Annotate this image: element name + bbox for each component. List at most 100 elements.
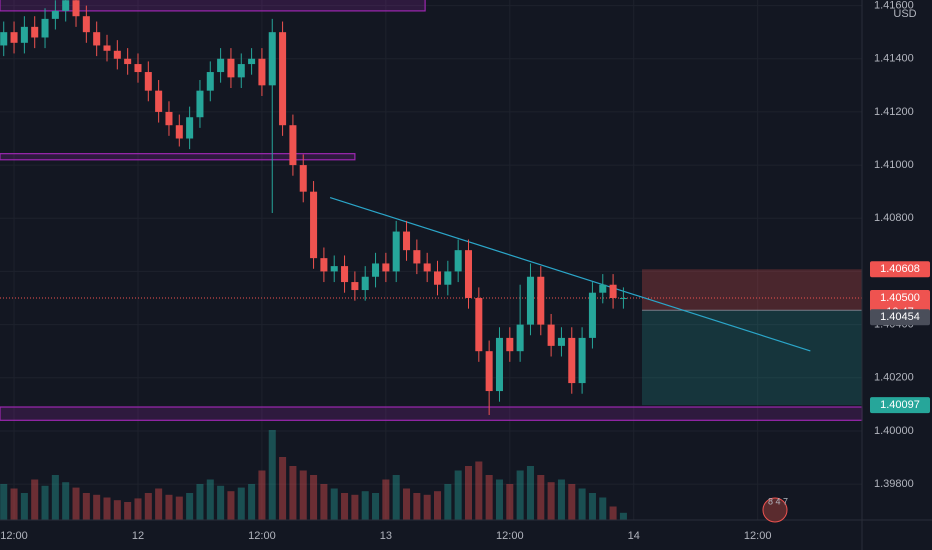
price-tag bbox=[870, 261, 930, 278]
volume-bar bbox=[444, 484, 452, 520]
candle-body bbox=[134, 64, 142, 73]
candle-body bbox=[10, 32, 18, 43]
candle-body bbox=[444, 271, 452, 285]
candle-body bbox=[382, 263, 390, 272]
candle-body bbox=[82, 16, 90, 33]
candle-body bbox=[392, 231, 400, 272]
candle-body bbox=[537, 276, 545, 325]
volume-bar bbox=[599, 497, 607, 520]
candle-body bbox=[547, 324, 555, 346]
volume bbox=[0, 430, 627, 520]
stop-zone bbox=[642, 269, 862, 311]
y-tick-label: 1.39800 bbox=[874, 478, 914, 490]
candle-body bbox=[227, 58, 235, 78]
volume-bar bbox=[485, 475, 493, 520]
volume-bar bbox=[351, 494, 359, 520]
volume-bar bbox=[217, 485, 225, 520]
price-tag bbox=[870, 397, 930, 414]
candle-body bbox=[506, 337, 514, 352]
candle-body bbox=[351, 282, 359, 291]
candle-body bbox=[310, 191, 318, 259]
x-tick-label: 12:00 bbox=[496, 530, 524, 542]
volume-bar bbox=[227, 491, 235, 520]
volume-bar bbox=[547, 482, 555, 520]
volume-bar bbox=[31, 479, 39, 520]
volume-bar bbox=[382, 479, 390, 520]
x-tick-label: 12:00 bbox=[0, 530, 28, 542]
candle-body bbox=[206, 72, 214, 91]
volume-bar bbox=[423, 494, 431, 520]
volume-bar bbox=[299, 470, 307, 520]
volume-bar bbox=[248, 484, 256, 520]
volume-bar bbox=[588, 493, 596, 520]
volume-bar bbox=[526, 466, 534, 520]
zone bbox=[0, 0, 426, 12]
price-tag-label: 1.40454 bbox=[880, 311, 920, 323]
y-tick-label: 1.41600 bbox=[874, 0, 914, 11]
volume-bar bbox=[475, 461, 483, 520]
candle-body bbox=[144, 72, 152, 91]
x-tick-label: 12:00 bbox=[248, 530, 276, 542]
grid bbox=[0, 0, 862, 520]
candle-body bbox=[237, 64, 245, 78]
candle-body bbox=[516, 324, 524, 352]
volume-bar bbox=[537, 475, 545, 520]
candle-body bbox=[186, 117, 194, 139]
x-tick-label: 12:00 bbox=[744, 530, 772, 542]
volume-bar bbox=[289, 466, 297, 520]
candle-body bbox=[423, 263, 431, 272]
volume-bar bbox=[557, 479, 565, 520]
candle-body bbox=[341, 266, 349, 283]
x-tick-label: 13 bbox=[380, 530, 392, 542]
volume-bar bbox=[258, 470, 266, 520]
volume-bar bbox=[268, 430, 276, 520]
candle-body bbox=[475, 298, 483, 352]
candle-body bbox=[495, 337, 503, 392]
candle-body bbox=[289, 125, 297, 166]
candle-body bbox=[464, 250, 473, 299]
volume-bar bbox=[134, 498, 142, 520]
currency: USD bbox=[893, 8, 916, 20]
candle-body bbox=[330, 266, 338, 272]
candle-body bbox=[413, 250, 421, 264]
y-tick-label: 1.40800 bbox=[874, 212, 914, 224]
candle-body bbox=[155, 90, 163, 112]
price-tag-label: 1.40097 bbox=[880, 399, 920, 411]
candle-body bbox=[526, 276, 534, 325]
volume-bar bbox=[310, 475, 318, 520]
candle-body bbox=[72, 0, 80, 17]
volume-bar bbox=[578, 488, 586, 520]
y-tick-label: 1.41400 bbox=[874, 53, 914, 65]
volume-bar bbox=[103, 497, 111, 520]
candle-body bbox=[268, 32, 276, 86]
candle-body bbox=[165, 111, 173, 126]
volume-bar bbox=[196, 484, 204, 520]
candle-body bbox=[299, 165, 307, 192]
candle-body bbox=[258, 58, 266, 86]
events-icon bbox=[762, 497, 788, 523]
volume-bar bbox=[413, 493, 421, 520]
volume-bar bbox=[330, 488, 338, 520]
candle-body bbox=[196, 90, 204, 118]
x-tick-label: 12 bbox=[132, 530, 144, 542]
candle-body bbox=[41, 18, 49, 38]
candle-body bbox=[588, 292, 596, 338]
candle-body bbox=[51, 10, 59, 19]
volume-bar bbox=[72, 487, 80, 520]
volume-bar bbox=[609, 506, 617, 520]
candle-body bbox=[403, 231, 411, 251]
candle-body bbox=[0, 32, 8, 46]
volume-bar bbox=[186, 493, 194, 520]
candle-body bbox=[619, 298, 627, 300]
volume-bar bbox=[124, 502, 132, 520]
price-tag-label: 1.40500 bbox=[880, 292, 920, 304]
y-tick-label: 1.41000 bbox=[874, 159, 914, 171]
y-tick-label: 1.41200 bbox=[874, 106, 914, 118]
candle-body bbox=[248, 58, 256, 65]
candle-body bbox=[124, 58, 132, 65]
candle-body bbox=[320, 258, 328, 272]
volume-bar bbox=[113, 500, 121, 520]
price-tag-label: 1.40608 bbox=[880, 263, 920, 275]
volume-bar bbox=[165, 494, 173, 520]
